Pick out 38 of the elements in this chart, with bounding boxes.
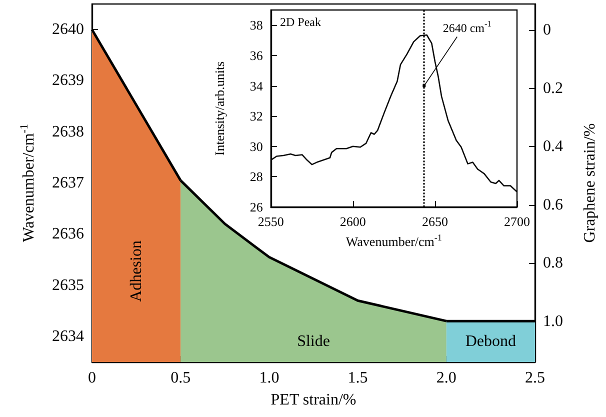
y-tick-label: 2640 bbox=[52, 21, 84, 38]
y-tick-label: 38 bbox=[250, 18, 263, 33]
x-tick-label: 1.0 bbox=[259, 370, 280, 386]
y2-tick-label: 0.4 bbox=[543, 138, 563, 156]
y-tick-label: 34 bbox=[250, 78, 264, 94]
x-tick-label: 2550 bbox=[258, 214, 284, 229]
y-tick-label: 26 bbox=[250, 200, 264, 214]
y-tick-label: 32 bbox=[250, 108, 263, 124]
series-label: Adhesion bbox=[128, 240, 145, 302]
y-tick-label: 36 bbox=[250, 48, 264, 63]
x-tick-label: 2600 bbox=[340, 214, 366, 229]
y-tick-label: 2635 bbox=[52, 276, 84, 294]
y-axis-title: Intensity/arb.units bbox=[212, 61, 227, 156]
y-tick-label: 28 bbox=[250, 169, 263, 184]
annotation: 2D Peak bbox=[280, 15, 321, 29]
y2-tick-label: 1.0 bbox=[543, 312, 563, 330]
x-tick-label: 2700 bbox=[504, 214, 530, 229]
y-tick-label: 2634 bbox=[52, 328, 84, 345]
y-tick-label: 2639 bbox=[52, 72, 84, 90]
x-tick-label: 0.5 bbox=[170, 370, 191, 386]
x-tick-label: 2.5 bbox=[525, 370, 545, 386]
y-tick-label: 2637 bbox=[52, 174, 84, 192]
series-label: Slide bbox=[297, 333, 330, 350]
x-tick-label: 2650 bbox=[422, 214, 448, 229]
x-tick-label: 2.0 bbox=[436, 370, 456, 386]
y-tick-label: 2638 bbox=[52, 123, 84, 140]
y2-tick-label: 0.2 bbox=[543, 80, 563, 97]
x-axis-title: PET strain/% bbox=[270, 392, 356, 408]
y-axis-title: Wavenumber/cm-1 bbox=[18, 124, 38, 242]
x-tick-label: 1.5 bbox=[348, 370, 368, 386]
x-tick-label: 0 bbox=[88, 370, 96, 386]
y2-tick-label: 0.8 bbox=[543, 254, 563, 272]
y2-tick-label: 0 bbox=[543, 22, 551, 39]
series-label: Debond bbox=[465, 333, 516, 350]
y2-axis-title: Graphene strain/% bbox=[581, 123, 598, 243]
y-tick-label: 30 bbox=[250, 138, 263, 154]
y-tick-label: 2636 bbox=[52, 226, 84, 243]
y2-tick-label: 0.6 bbox=[543, 196, 563, 214]
